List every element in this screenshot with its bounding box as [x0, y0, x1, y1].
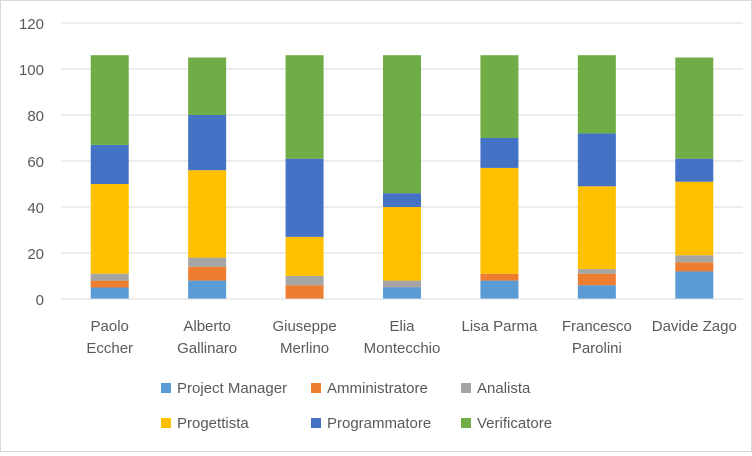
- x-category-label: Elia: [389, 318, 415, 335]
- legend-label: Analista: [477, 380, 531, 397]
- bar-segment: [383, 207, 421, 281]
- bar-segment: [90, 287, 129, 299]
- legend-label: Project Manager: [177, 380, 287, 397]
- y-tick-label: 60: [27, 154, 44, 171]
- bar-segment: [285, 158, 324, 237]
- x-category-label: Merlino: [280, 340, 329, 357]
- x-axis-category-labels: Paolo Eccher Alberto Gallinaro Giuseppe Merli…: [86, 318, 736, 357]
- bar-segment: [90, 273, 129, 281]
- bar-segment: [285, 55, 324, 159]
- legend-swatch: [311, 418, 321, 428]
- y-tick-label: 20: [27, 246, 44, 263]
- bar-segment: [675, 255, 714, 263]
- bar-segment: [383, 193, 421, 207]
- legend-swatch: [461, 383, 471, 393]
- bar-segment: [188, 115, 227, 171]
- legend-label: Programmatore: [327, 415, 431, 432]
- legend-swatch: [161, 418, 171, 428]
- bar-segment: [480, 273, 519, 281]
- bar-segment: [188, 57, 227, 115]
- y-tick-label: 0: [36, 292, 44, 309]
- bar-segment: [383, 55, 421, 194]
- legend-label: Progettista: [177, 415, 249, 432]
- x-category-label: Gallinaro: [177, 340, 237, 357]
- x-category-label: Francesco: [562, 318, 632, 335]
- bar-segment: [577, 269, 616, 274]
- bar-segment: [188, 280, 227, 299]
- bar-segment: [577, 133, 616, 187]
- bar-segment: [90, 280, 129, 288]
- bar-segment: [90, 144, 129, 184]
- bar-segment: [675, 57, 714, 159]
- x-category-label: Montecchio: [364, 340, 441, 357]
- x-category-label: Paolo: [91, 318, 129, 335]
- x-category-label: Lisa Parma: [461, 318, 538, 335]
- x-category-label: Eccher: [86, 340, 133, 357]
- bar-segment: [675, 262, 714, 272]
- legend: Project Manager Amministratore Analista Pro…: [161, 380, 552, 432]
- bar-segment: [285, 236, 324, 276]
- bars: [90, 55, 714, 299]
- bar-segment: [675, 271, 714, 299]
- y-tick-label: 100: [19, 62, 44, 79]
- x-category-label: Parolini: [572, 340, 622, 357]
- bar-segment: [480, 138, 519, 168]
- x-category-label: Giuseppe: [272, 318, 336, 335]
- bar-segment: [480, 280, 519, 299]
- bar-segment: [383, 280, 421, 288]
- bar-segment: [577, 285, 616, 299]
- bar-segment: [188, 266, 227, 281]
- bar-segment: [577, 55, 616, 134]
- bar-segment: [577, 273, 616, 286]
- y-axis-tick-labels: 0 20 40 60 80 100 120: [19, 16, 44, 309]
- legend-swatch: [161, 383, 171, 393]
- x-category-label: Alberto: [183, 318, 231, 335]
- bar-segment: [188, 170, 227, 258]
- bar-segment: [285, 276, 324, 286]
- x-category-label: Davide Zago: [652, 318, 737, 335]
- bar-segment: [480, 55, 519, 139]
- bar-segment: [285, 285, 324, 299]
- y-tick-label: 120: [19, 16, 44, 33]
- y-tick-label: 80: [27, 108, 44, 125]
- bar-segment: [480, 167, 519, 274]
- bar-segment: [90, 55, 129, 145]
- legend-swatch: [461, 418, 471, 428]
- bar-segment: [383, 287, 421, 299]
- y-tick-label: 40: [27, 200, 44, 217]
- bar-segment: [188, 257, 227, 267]
- legend-label: Verificatore: [477, 415, 552, 432]
- bar-segment: [675, 158, 714, 182]
- bar-segment: [577, 186, 616, 270]
- legend-label: Amministratore: [327, 380, 428, 397]
- bar-segment: [675, 181, 714, 256]
- legend-swatch: [311, 383, 321, 393]
- bar-segment: [90, 184, 129, 274]
